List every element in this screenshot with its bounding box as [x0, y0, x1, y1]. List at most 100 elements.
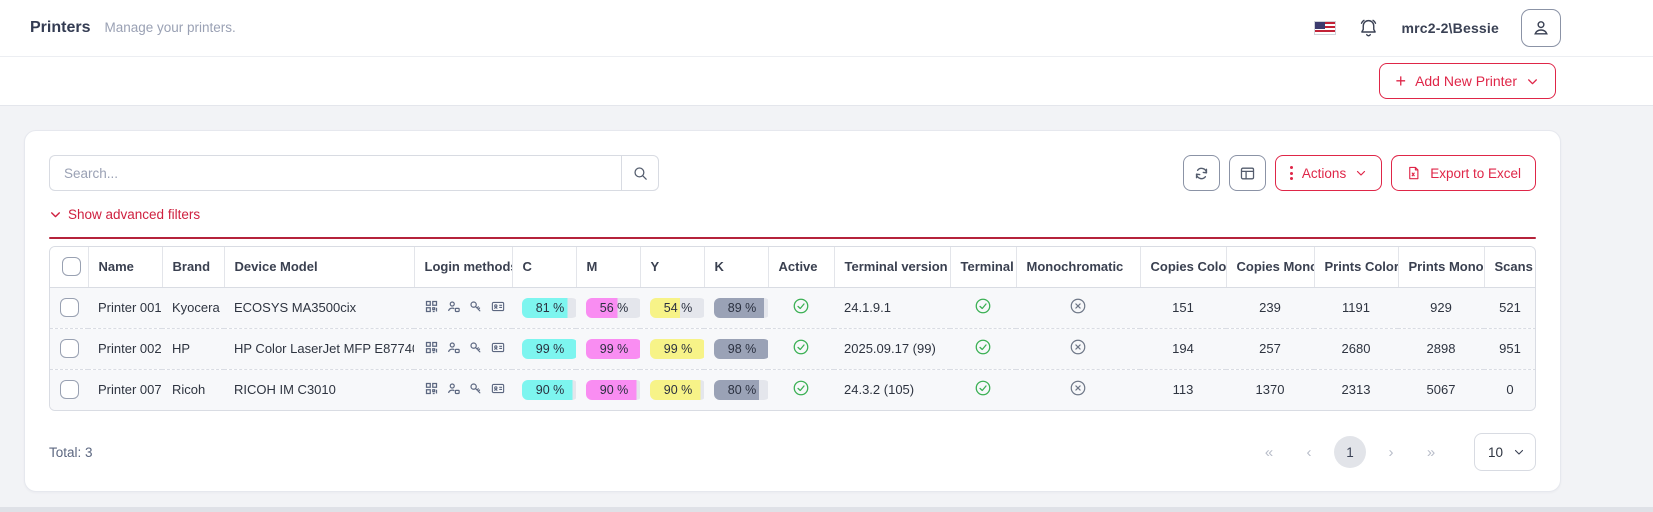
terminal-check-icon — [974, 297, 992, 315]
select-all-checkbox[interactable] — [62, 257, 81, 277]
col-header-prints-color[interactable]: Prints Color — [1314, 247, 1399, 288]
row-checkbox[interactable] — [60, 339, 79, 358]
table-row[interactable]: Printer 007 Ricoh RICOH IM C3010 90 % 90… — [50, 368, 1535, 410]
table-row[interactable]: Printer 002 HP HP Color LaserJet MFP E87… — [50, 327, 1535, 369]
terminal-check-icon — [974, 379, 992, 397]
col-header-brand[interactable]: Brand — [162, 247, 225, 288]
current-page-button[interactable]: 1 — [1334, 436, 1366, 468]
cyan-level-badge: 99 % — [522, 338, 576, 359]
col-header-terminal[interactable]: Terminal — [950, 247, 1017, 288]
scans-cell: 521 — [1484, 287, 1535, 328]
monochromatic-cross-icon — [1069, 338, 1087, 356]
key-icon — [470, 341, 481, 352]
prints-mono-cell: 929 — [1398, 287, 1484, 328]
chevron-down-icon — [1514, 449, 1524, 455]
monochromatic-cross-icon — [1069, 297, 1087, 315]
first-page-button[interactable]: « — [1264, 443, 1274, 461]
brand-cell: Ricoh — [162, 368, 224, 410]
copies-color-cell: 151 — [1140, 287, 1226, 328]
col-header-scans[interactable]: Scans — [1484, 247, 1535, 288]
brand-cell: HP — [162, 327, 224, 369]
user-badge-icon — [447, 300, 460, 312]
user-icon — [1534, 21, 1548, 35]
copies-color-cell: 194 — [1140, 327, 1226, 369]
active-check-icon — [792, 297, 810, 315]
col-header-m[interactable]: M — [576, 247, 641, 288]
terminal-version-cell: 24.3.2 (105) — [834, 368, 950, 410]
yellow-level-badge: 99 % — [650, 338, 704, 359]
notifications-bell-icon[interactable] — [1358, 18, 1379, 39]
row-checkbox[interactable] — [60, 298, 79, 317]
col-header-device-model[interactable]: Device Model — [224, 247, 415, 288]
id-card-icon — [491, 301, 505, 311]
pagination: « ‹ 1 › » 10 — [1254, 433, 1536, 471]
col-header-copies-color[interactable]: Copies Color — [1140, 247, 1227, 288]
columns-settings-button[interactable] — [1228, 155, 1266, 191]
id-card-icon — [491, 342, 505, 352]
printer-name-cell: Printer 007 — [88, 368, 162, 410]
col-header-c[interactable]: C — [512, 247, 577, 288]
active-check-icon — [792, 379, 810, 397]
excel-file-icon — [1409, 166, 1419, 180]
current-user-label: mrc2-2\Bessie — [1401, 20, 1499, 36]
table-columns-icon — [1240, 167, 1255, 179]
yellow-level-badge: 90 % — [650, 379, 704, 400]
user-badge-icon — [447, 383, 460, 394]
chevron-down-icon — [1357, 170, 1366, 176]
col-header-prints-mono[interactable]: Prints Mono — [1398, 247, 1485, 288]
language-flag-icon[interactable] — [1314, 21, 1337, 35]
col-header-monochromatic[interactable]: Monochromatic — [1016, 247, 1141, 288]
copies-mono-cell: 257 — [1226, 327, 1314, 369]
black-level-badge: 89 % — [714, 297, 768, 318]
prints-color-cell: 2680 — [1314, 327, 1398, 369]
action-bar: + Add New Printer — [0, 56, 1653, 106]
table-row[interactable]: Printer 001 Kyocera ECOSYS MA3500cix 81 … — [50, 287, 1535, 328]
terminal-version-cell: 24.1.9.1 — [834, 287, 950, 328]
actions-dropdown-button[interactable]: Actions — [1274, 155, 1383, 191]
dots-vertical-icon — [1289, 166, 1293, 180]
magenta-level-badge: 90 % — [586, 379, 640, 400]
col-header-active[interactable]: Active — [768, 247, 835, 288]
active-check-icon — [792, 338, 810, 356]
terminal-check-icon — [974, 338, 992, 356]
cyan-level-badge: 90 % — [522, 379, 576, 400]
prints-mono-cell: 2898 — [1398, 327, 1484, 369]
copies-mono-cell: 1370 — [1226, 368, 1314, 410]
id-card-icon — [491, 383, 505, 393]
cyan-level-badge: 81 % — [522, 297, 576, 318]
device-model-cell: RICOH IM C3010 — [224, 368, 414, 410]
magenta-level-badge: 99 % — [586, 338, 640, 359]
user-badge-icon — [447, 341, 460, 353]
viewport-bottom-edge — [0, 507, 1653, 512]
printers-card: Actions Export to Excel Show advanced fi… — [24, 130, 1561, 492]
col-header-name[interactable]: Name — [88, 247, 163, 288]
add-new-printer-button[interactable]: + Add New Printer — [1378, 63, 1556, 99]
col-header-login-methods[interactable]: Login methods — [414, 247, 513, 288]
page-size-select[interactable]: 10 — [1474, 433, 1536, 471]
key-icon — [470, 383, 481, 394]
device-model-cell: HP Color LaserJet MFP E87740 — [224, 327, 414, 369]
next-page-button[interactable]: › — [1388, 443, 1394, 461]
export-to-excel-button[interactable]: Export to Excel — [1391, 155, 1536, 191]
copies-color-cell: 113 — [1140, 368, 1226, 410]
login-methods-cell — [414, 368, 512, 410]
black-level-badge: 80 % — [714, 379, 768, 400]
search-input[interactable] — [49, 155, 621, 191]
refresh-icon — [1195, 167, 1208, 179]
search-button[interactable] — [621, 155, 659, 191]
prints-mono-cell: 5067 — [1398, 368, 1484, 410]
profile-menu-button[interactable] — [1521, 9, 1561, 47]
row-checkbox[interactable] — [60, 380, 79, 400]
col-header-copies-mono[interactable]: Copies Mono — [1226, 247, 1315, 288]
col-header-terminal-version[interactable]: Terminal version — [834, 247, 951, 288]
refresh-button[interactable] — [1182, 155, 1220, 191]
last-page-button[interactable]: » — [1426, 443, 1436, 461]
col-header-k[interactable]: K — [704, 247, 769, 288]
search-icon — [633, 166, 647, 180]
terminal-version-cell: 2025.09.17 (99) — [834, 327, 950, 369]
qr-code-icon — [425, 341, 438, 353]
col-header-y[interactable]: Y — [640, 247, 705, 288]
copies-mono-cell: 239 — [1226, 287, 1314, 328]
previous-page-button[interactable]: ‹ — [1306, 443, 1312, 461]
show-advanced-filters-link[interactable]: Show advanced filters — [49, 207, 200, 222]
